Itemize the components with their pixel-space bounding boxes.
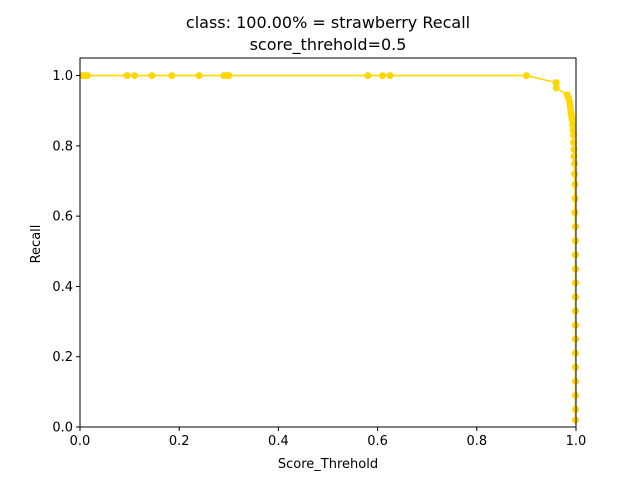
axes-frame xyxy=(79,57,577,428)
data-point xyxy=(195,72,203,80)
data-point xyxy=(570,138,578,146)
x-tick-label: 0.8 xyxy=(466,434,487,449)
data-point xyxy=(364,72,372,80)
chart-subtitle: score_threhold=0.5 xyxy=(250,35,407,55)
data-point xyxy=(168,72,176,80)
data-point xyxy=(571,159,579,167)
data-point xyxy=(552,84,560,92)
data-point xyxy=(571,209,579,217)
data-point xyxy=(569,121,577,129)
data-point xyxy=(571,195,579,203)
x-axis-label: Score_Threhold xyxy=(278,457,378,472)
y-tick-label: 0.2 xyxy=(52,350,73,365)
y-tick-label: 0.0 xyxy=(52,421,73,436)
recall-line xyxy=(82,74,577,420)
y-axis-label: Recall xyxy=(29,225,44,264)
chart-title: class: 100.00% = strawberry Recall xyxy=(186,13,470,32)
y-axis: 0.0 0.2 0.4 0.6 0.8 1.0 xyxy=(52,69,80,436)
y-tick-label: 0.6 xyxy=(52,210,73,225)
data-point xyxy=(148,72,156,80)
y-tick-label: 0.4 xyxy=(52,280,73,295)
x-tick-label: 0.0 xyxy=(70,434,91,449)
data-point xyxy=(386,72,394,80)
data-point xyxy=(552,79,560,87)
data-point xyxy=(568,116,576,123)
plot-area xyxy=(78,57,579,428)
x-axis: 0.0 0.2 0.4 0.6 0.8 1.0 xyxy=(70,427,587,449)
y-tick-label: 1.0 xyxy=(52,69,73,84)
data-point xyxy=(571,181,579,189)
data-point xyxy=(569,126,577,134)
data-point xyxy=(83,72,91,80)
x-tick-label: 0.4 xyxy=(268,434,289,449)
data-point xyxy=(379,72,387,80)
data-point xyxy=(571,170,579,178)
data-point xyxy=(522,72,530,80)
data-point xyxy=(131,72,139,80)
data-point xyxy=(570,131,578,139)
x-tick-label: 0.6 xyxy=(367,434,388,449)
y-tick-label: 0.8 xyxy=(52,139,73,154)
x-tick-label: 1.0 xyxy=(566,434,587,449)
x-tick-label: 0.2 xyxy=(169,434,190,449)
data-point xyxy=(123,72,131,80)
data-point xyxy=(225,72,233,80)
